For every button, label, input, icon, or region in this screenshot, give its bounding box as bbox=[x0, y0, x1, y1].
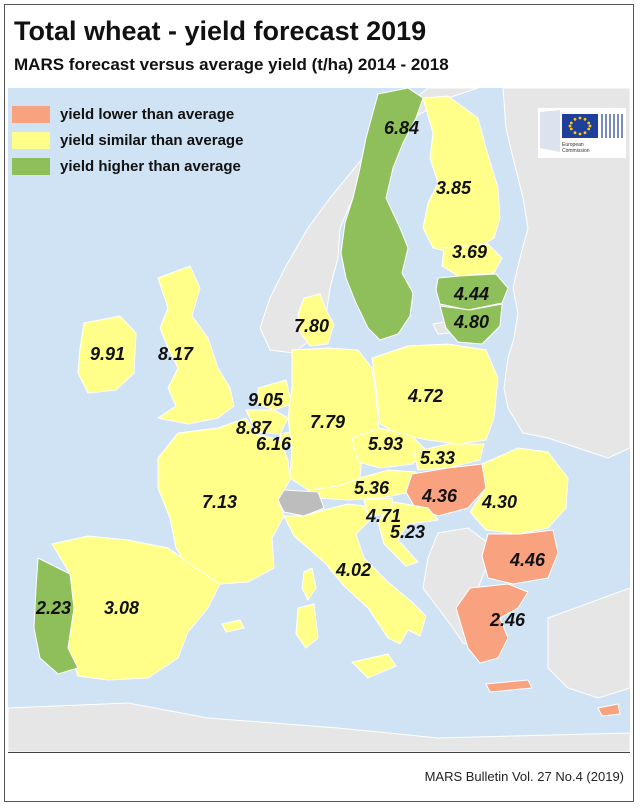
map-subtitle: MARS forecast versus average yield (t/ha… bbox=[14, 55, 449, 74]
yield-label-poland: 4.72 bbox=[407, 386, 443, 406]
legend-label-similar: yield similar than average bbox=[60, 131, 244, 149]
yield-label-romania: 4.30 bbox=[481, 492, 517, 512]
europe-map: 6.84 3.85 3.69 4.44 4.80 7.80 9.91 8.17 9.05 8.87… bbox=[8, 88, 630, 752]
country-bulgaria bbox=[481, 529, 559, 585]
yield-label-austria: 5.36 bbox=[354, 478, 390, 498]
map-title: Total wheat - yield forecast 2019 bbox=[14, 16, 427, 46]
legend-item-higher: yield higher than average bbox=[12, 156, 241, 176]
legend-item-lower: yield lower than average bbox=[12, 104, 234, 124]
footer-divider bbox=[8, 752, 630, 753]
country-denmark bbox=[297, 293, 335, 347]
country-sweden bbox=[340, 88, 424, 341]
legend-swatch-similar bbox=[12, 131, 50, 149]
country-poland bbox=[371, 343, 499, 445]
yield-label-greece: 2.46 bbox=[489, 610, 526, 630]
yield-label-bulgaria: 4.46 bbox=[509, 550, 546, 570]
yield-label-denmark: 7.80 bbox=[294, 316, 329, 336]
island-balearics bbox=[221, 619, 245, 633]
yield-label-luxembourg: 6.16 bbox=[256, 434, 292, 454]
source-credit: MARS Bulletin Vol. 27 No.4 (2019) bbox=[424, 769, 624, 784]
island-sardinia bbox=[295, 603, 319, 649]
country-uk bbox=[156, 265, 235, 425]
yield-label-italy: 4.02 bbox=[335, 560, 371, 580]
yield-label-belgium: 8.87 bbox=[236, 418, 272, 438]
yield-label-finland: 3.85 bbox=[436, 178, 472, 198]
logo-line1: European bbox=[562, 142, 584, 148]
yield-label-lithuania: 4.80 bbox=[453, 312, 489, 332]
legend-swatch-higher bbox=[12, 157, 50, 175]
island-cyprus bbox=[597, 703, 621, 717]
logo-line2: Commission bbox=[562, 148, 590, 154]
country-latvia bbox=[435, 273, 509, 311]
yield-label-united-kingdom: 8.17 bbox=[158, 344, 194, 364]
legend-label-higher: yield higher than average bbox=[60, 157, 241, 175]
yield-label-czechia: 5.93 bbox=[368, 434, 403, 454]
country-ireland bbox=[77, 315, 137, 394]
yield-label-sweden: 6.84 bbox=[384, 118, 419, 138]
european-commission-logo: European Commission bbox=[538, 108, 626, 158]
legend-label-lower: yield lower than average bbox=[60, 105, 235, 123]
island-sicily bbox=[351, 653, 397, 679]
yield-label-spain: 3.08 bbox=[104, 598, 139, 618]
yield-label-slovakia: 5.33 bbox=[420, 448, 455, 468]
yield-label-slovenia: 4.71 bbox=[365, 506, 401, 526]
country-france bbox=[157, 417, 291, 585]
country-hungary bbox=[405, 463, 487, 517]
yield-label-portugal: 2.23 bbox=[35, 598, 71, 618]
country-romania bbox=[469, 447, 569, 535]
yield-label-estonia: 3.69 bbox=[452, 242, 487, 262]
yield-label-croatia: 5.23 bbox=[390, 522, 425, 542]
country-slovakia bbox=[413, 443, 485, 471]
country-estonia bbox=[441, 243, 503, 277]
yield-label-ireland: 9.91 bbox=[90, 344, 125, 364]
yield-label-latvia: 4.44 bbox=[453, 284, 489, 304]
legend-swatch-lower bbox=[12, 105, 50, 123]
country-italy bbox=[283, 503, 427, 645]
yield-label-netherlands: 9.05 bbox=[248, 390, 284, 410]
country-greece bbox=[455, 583, 529, 664]
yield-label-germany: 7.79 bbox=[310, 412, 345, 432]
country-netherlands bbox=[257, 379, 293, 411]
island-corsica bbox=[301, 567, 317, 601]
yield-labels: 6.84 3.85 3.69 4.44 4.80 7.80 9.91 8.17 9.05 8.87… bbox=[35, 118, 546, 630]
legend-item-similar: yield similar than average bbox=[12, 130, 243, 150]
island-crete bbox=[485, 679, 533, 693]
country-lithuania bbox=[439, 303, 503, 345]
country-croatia bbox=[377, 501, 439, 567]
yield-label-hungary: 4.36 bbox=[421, 486, 458, 506]
yield-label-france: 7.13 bbox=[202, 492, 237, 512]
country-portugal bbox=[33, 557, 79, 675]
country-belgium bbox=[245, 409, 289, 435]
eu-countries bbox=[33, 88, 621, 717]
